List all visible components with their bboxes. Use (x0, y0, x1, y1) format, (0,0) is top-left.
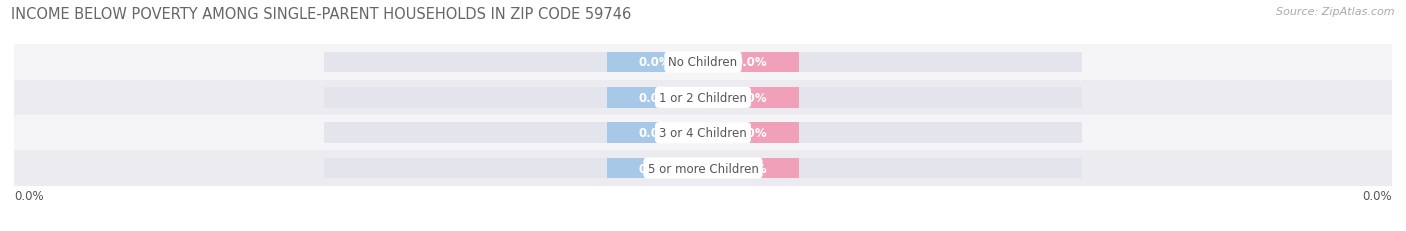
Text: 0.0%: 0.0% (638, 91, 671, 104)
Text: 0.0%: 0.0% (1362, 189, 1392, 202)
Text: 3 or 4 Children: 3 or 4 Children (659, 127, 747, 140)
Bar (703, 88, 800, 108)
Bar (323, 123, 1083, 143)
Text: 0.0%: 0.0% (14, 189, 44, 202)
Bar (606, 158, 703, 179)
Text: INCOME BELOW POVERTY AMONG SINGLE-PARENT HOUSEHOLDS IN ZIP CODE 59746: INCOME BELOW POVERTY AMONG SINGLE-PARENT… (11, 7, 631, 22)
Bar (323, 158, 1083, 179)
Bar (14, 45, 1392, 80)
Text: 0.0%: 0.0% (638, 162, 671, 175)
Text: 0.0%: 0.0% (735, 56, 768, 69)
Bar (703, 52, 800, 73)
Text: 0.0%: 0.0% (735, 127, 768, 140)
Bar (14, 116, 1392, 151)
Text: 0.0%: 0.0% (638, 127, 671, 140)
Bar (14, 151, 1392, 186)
Bar (703, 123, 800, 143)
Bar (323, 52, 1083, 73)
Text: Source: ZipAtlas.com: Source: ZipAtlas.com (1277, 7, 1395, 17)
Bar (323, 88, 1083, 108)
Text: 5 or more Children: 5 or more Children (648, 162, 758, 175)
Bar (606, 123, 703, 143)
Bar (606, 88, 703, 108)
Bar (703, 158, 800, 179)
Bar (14, 80, 1392, 116)
Bar (606, 52, 703, 73)
Text: 0.0%: 0.0% (638, 56, 671, 69)
Text: No Children: No Children (668, 56, 738, 69)
Text: 0.0%: 0.0% (735, 162, 768, 175)
Text: 0.0%: 0.0% (735, 91, 768, 104)
Text: 1 or 2 Children: 1 or 2 Children (659, 91, 747, 104)
